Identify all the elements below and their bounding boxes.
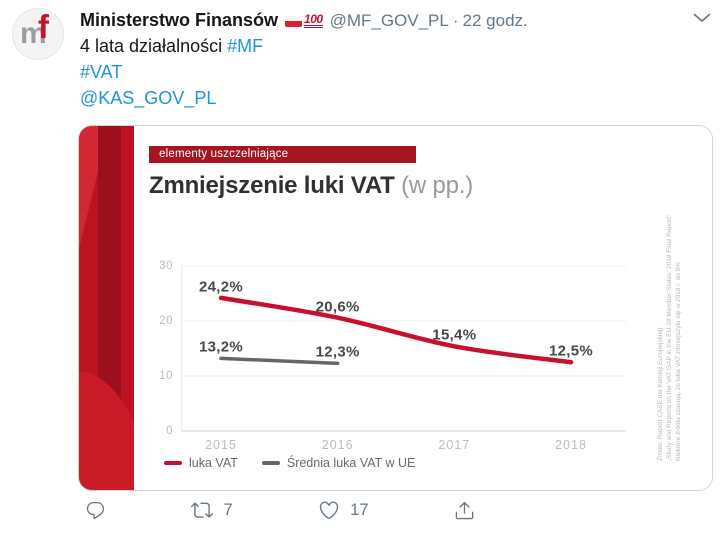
hashtag-vat-link[interactable]: #VAT — [80, 62, 123, 82]
legend-dash-red — [164, 461, 182, 465]
series-line-1 — [219, 356, 340, 366]
media-card[interactable]: elementy uszczelniające Zmniejszenie luk… — [78, 125, 713, 491]
data-point-label: 12,3% — [315, 343, 360, 361]
data-point-label: 15,4% — [432, 326, 477, 344]
source-line: Niektóre źródła szacują, że luka VAT zmn… — [675, 261, 682, 461]
chart-plot-area — [180, 265, 626, 432]
y-axis-tick: 20 — [159, 315, 173, 327]
tweet-header: Ministerstwo Finansów 100 @MF_GOV_PL · 2… — [80, 10, 528, 31]
x-axis-tick: 2018 — [555, 438, 587, 452]
y-axis-tick: 10 — [159, 370, 173, 382]
source-line: „Study and Reports on the VAT GAP in the… — [666, 215, 673, 461]
timestamp[interactable]: 22 godz. — [462, 10, 528, 30]
tweet-text-line1: 4 lata działalności — [80, 36, 228, 56]
data-point-label: 24,2% — [198, 278, 244, 296]
data-point-label: 20,6% — [315, 298, 360, 316]
chart-banner: elementy uszczelniające — [149, 146, 416, 163]
legend-item-srednia-ue: Średnia luka VAT w UE — [261, 456, 416, 470]
chevron-down-icon[interactable] — [693, 10, 711, 28]
data-point-label: 13,2% — [198, 338, 244, 356]
reply-button[interactable] — [85, 500, 106, 521]
tweet-text: 4 lata działalności #MF #VAT @KAS_GOV_PL — [80, 33, 263, 111]
legend-dash-gray — [261, 461, 280, 465]
like-button[interactable]: 17 — [318, 499, 369, 521]
x-axis-tick: 2016 — [321, 438, 354, 452]
y-axis-tick: 30 — [159, 260, 173, 272]
data-point-label: 12,5% — [548, 342, 594, 360]
legend-item-luka-vat: luka VAT — [164, 456, 238, 470]
chart-title-unit: (w pp.) — [394, 172, 474, 199]
separator-dot: · — [452, 10, 459, 30]
avatar-letter-f: f — [38, 8, 49, 45]
x-axis-tick: 2017 — [438, 438, 471, 452]
avatar[interactable]: m f — [12, 8, 64, 60]
tweet-action-bar: 7 17 — [85, 499, 475, 521]
red-ribbon-graphic — [79, 126, 134, 490]
poland-flag-emoji — [285, 16, 303, 27]
chart-title: Zmniejszenie luki VAT (w pp.) — [149, 172, 473, 200]
source-line: Źródło: Raport CASE dla Komisji Europejs… — [657, 327, 664, 461]
chart-source-note: Źródło: Raport CASE dla Komisji Europejs… — [656, 161, 683, 461]
retweet-count: 7 — [223, 500, 233, 519]
chart-legend: luka VAT Średnia luka VAT w UE — [164, 456, 415, 470]
avatar-letter-m: m — [20, 17, 47, 50]
like-count: 17 — [350, 500, 369, 519]
share-button[interactable] — [454, 500, 475, 521]
x-axis-tick: 2015 — [205, 438, 237, 452]
retweet-button[interactable]: 7 — [191, 499, 233, 521]
y-axis-tick: 0 — [166, 425, 173, 437]
hashtag-mf-link[interactable]: #MF — [227, 36, 264, 56]
legend-label: luka VAT — [189, 456, 238, 470]
author-name[interactable]: Ministerstwo Finansów — [80, 10, 279, 30]
chart-title-main: Zmniejszenie luki VAT — [149, 172, 395, 199]
hundred-points-emoji: 100 — [304, 11, 323, 28]
author-handle[interactable]: @MF_GOV_PL — [329, 10, 449, 30]
legend-label: Średnia luka VAT w UE — [286, 456, 416, 470]
series-line-0 — [218, 295, 574, 365]
mention-kas-link[interactable]: @KAS_GOV_PL — [80, 88, 217, 108]
